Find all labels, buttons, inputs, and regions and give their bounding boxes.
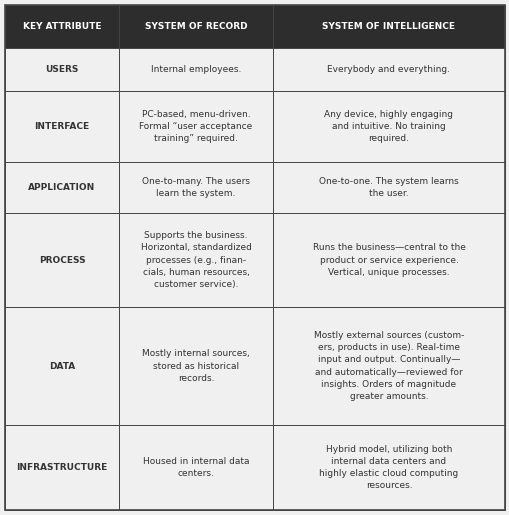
Text: Housed in internal data
centers.: Housed in internal data centers. bbox=[143, 457, 249, 478]
Text: USERS: USERS bbox=[45, 65, 78, 74]
Bar bbox=[119, 162, 272, 213]
Bar bbox=[272, 48, 504, 91]
Bar bbox=[5, 307, 119, 425]
Text: PROCESS: PROCESS bbox=[39, 255, 85, 265]
Text: PC-based, menu-driven.
Formal “user acceptance
training” required.: PC-based, menu-driven. Formal “user acce… bbox=[139, 110, 252, 143]
Text: Supports the business.
Horizontal, standardized
processes (e.g., finan-
cials, h: Supports the business. Horizontal, stand… bbox=[140, 231, 251, 289]
Bar bbox=[5, 162, 119, 213]
Text: Internal employees.: Internal employees. bbox=[151, 65, 241, 74]
Bar bbox=[119, 48, 272, 91]
Text: INTERFACE: INTERFACE bbox=[35, 122, 90, 131]
Bar bbox=[272, 425, 504, 510]
Bar bbox=[119, 307, 272, 425]
Bar bbox=[272, 307, 504, 425]
Text: APPLICATION: APPLICATION bbox=[29, 183, 96, 192]
Bar bbox=[5, 5, 119, 48]
Bar bbox=[119, 425, 272, 510]
Bar bbox=[119, 91, 272, 162]
Text: Hybrid model, utilizing both
internal data centers and
highly elastic cloud comp: Hybrid model, utilizing both internal da… bbox=[319, 445, 458, 490]
Text: KEY ATTRIBUTE: KEY ATTRIBUTE bbox=[23, 22, 101, 31]
Text: Runs the business—central to the
product or service experience.
Vertical, unique: Runs the business—central to the product… bbox=[312, 244, 465, 277]
Text: One-to-many. The users
learn the system.: One-to-many. The users learn the system. bbox=[142, 177, 249, 198]
Bar bbox=[5, 48, 119, 91]
Text: Everybody and everything.: Everybody and everything. bbox=[327, 65, 449, 74]
Bar bbox=[5, 213, 119, 307]
Text: SYSTEM OF INTELLIGENCE: SYSTEM OF INTELLIGENCE bbox=[322, 22, 455, 31]
Text: DATA: DATA bbox=[49, 362, 75, 370]
Text: INFRASTRUCTURE: INFRASTRUCTURE bbox=[16, 463, 107, 472]
Text: One-to-one. The system learns
the user.: One-to-one. The system learns the user. bbox=[319, 177, 458, 198]
Bar bbox=[119, 213, 272, 307]
Bar bbox=[272, 5, 504, 48]
Text: SYSTEM OF RECORD: SYSTEM OF RECORD bbox=[145, 22, 247, 31]
Text: Mostly internal sources,
stored as historical
records.: Mostly internal sources, stored as histo… bbox=[142, 349, 249, 383]
Bar bbox=[272, 213, 504, 307]
Bar bbox=[119, 5, 272, 48]
Text: Mostly external sources (custom-
ers, products in use). Real-time
input and outp: Mostly external sources (custom- ers, pr… bbox=[313, 331, 463, 401]
Bar bbox=[5, 425, 119, 510]
Text: Any device, highly engaging
and intuitive. No training
required.: Any device, highly engaging and intuitiv… bbox=[324, 110, 453, 143]
Bar bbox=[272, 91, 504, 162]
Bar bbox=[272, 162, 504, 213]
Bar bbox=[5, 91, 119, 162]
